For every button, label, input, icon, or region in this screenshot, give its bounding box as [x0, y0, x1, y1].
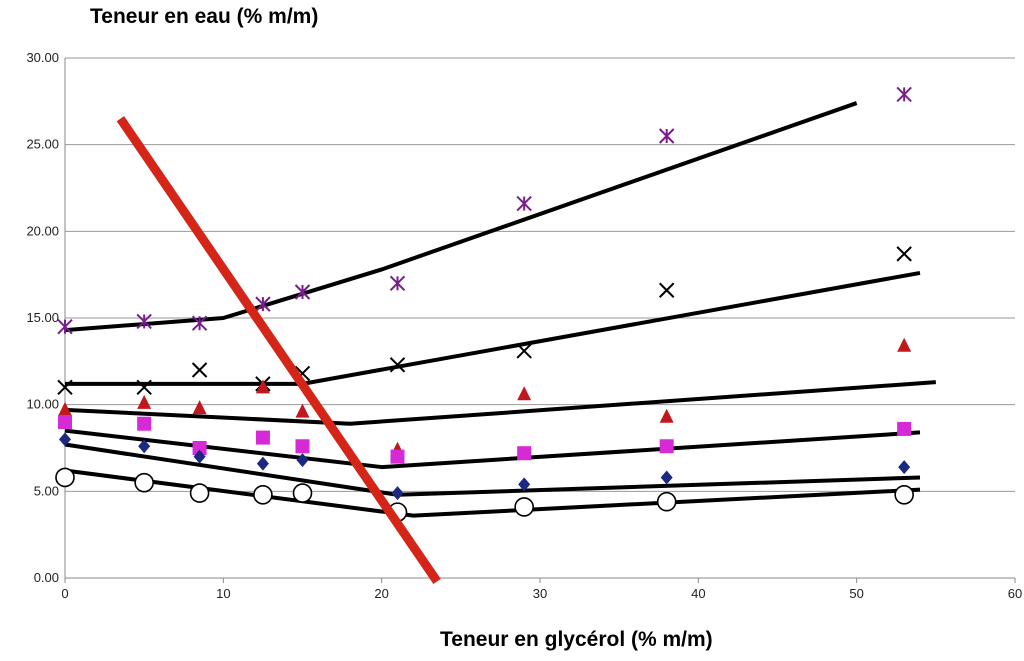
series-5-point: [898, 460, 911, 475]
y-tick-label: 25.00: [26, 137, 59, 152]
series-1-point: [896, 86, 912, 103]
series-1-point: [294, 284, 311, 300]
series-3-point: [517, 386, 532, 401]
series-4-point: [255, 430, 270, 445]
x-axis-title: Teneur en glycérol (% m/m): [440, 628, 713, 651]
y-tick-label: 10.00: [26, 397, 59, 412]
boundary-line: [116, 116, 441, 585]
series-1-point: [255, 296, 271, 312]
series-2-point: [191, 362, 208, 378]
series-6-point: [189, 483, 210, 503]
series-6-point: [134, 472, 154, 493]
fit-line-4: [64, 428, 921, 470]
x-tick-label: 0: [61, 586, 68, 601]
series-5-point: [296, 453, 309, 468]
series-2-point: [658, 282, 675, 298]
series-3-point: [659, 408, 674, 423]
y-axis-title: Teneur en eau (% m/m): [90, 5, 319, 28]
series-5-point: [660, 470, 673, 485]
x-tick-label: 50: [849, 586, 863, 601]
y-tick-label: 0.00: [34, 570, 59, 585]
series-2-point: [136, 379, 152, 396]
series-5-point: [518, 477, 531, 492]
fit-line-6: [64, 468, 921, 518]
series-5-point: [391, 486, 404, 501]
x-tick-label: 30: [533, 586, 547, 601]
series-3-point: [192, 400, 207, 415]
x-tick-label: 10: [216, 586, 230, 601]
series-3-point: [897, 337, 912, 352]
series-6-point: [55, 467, 75, 488]
series-4-point: [390, 449, 405, 464]
x-tick-label: 40: [691, 586, 705, 601]
series-6-point: [253, 484, 273, 505]
y-tick-label: 5.00: [34, 483, 59, 498]
series-5-point: [59, 432, 71, 447]
series-6-point: [894, 484, 914, 505]
series-6-point: [656, 491, 677, 512]
series-1-point: [658, 128, 675, 144]
series-3-point: [255, 379, 270, 394]
series-4-point: [58, 415, 72, 429]
series-1-point: [57, 318, 73, 335]
x-tick-label: 20: [374, 586, 388, 601]
series-1-point: [136, 313, 152, 330]
fit-line-3: [64, 380, 936, 426]
series-1-point: [516, 195, 532, 212]
series-4-point: [137, 416, 152, 431]
series-5-point: [138, 439, 151, 454]
series-6-point: [292, 483, 313, 503]
series-1-point: [389, 275, 406, 292]
series-2-point: [516, 343, 532, 359]
series-4-point: [295, 439, 310, 454]
series-1-point: [191, 315, 208, 331]
y-tick-label: 15.00: [26, 310, 59, 325]
series-3-point: [295, 403, 310, 418]
y-tick-label: 20.00: [26, 223, 59, 238]
series-6-point: [514, 497, 534, 517]
series-2-point: [896, 246, 912, 262]
series-3-point: [58, 401, 72, 416]
series-4-point: [659, 439, 674, 454]
series-5-point: [193, 449, 206, 464]
series-2-point: [57, 379, 73, 396]
y-tick-label: 30.00: [26, 50, 59, 65]
x-tick-label: 60: [1008, 586, 1022, 601]
series-4-point: [517, 446, 532, 461]
series-4-point: [192, 441, 207, 455]
series-2-point: [389, 357, 406, 373]
series-4-point: [897, 421, 912, 436]
series-3-point: [137, 394, 152, 409]
series-5-point: [256, 456, 269, 471]
